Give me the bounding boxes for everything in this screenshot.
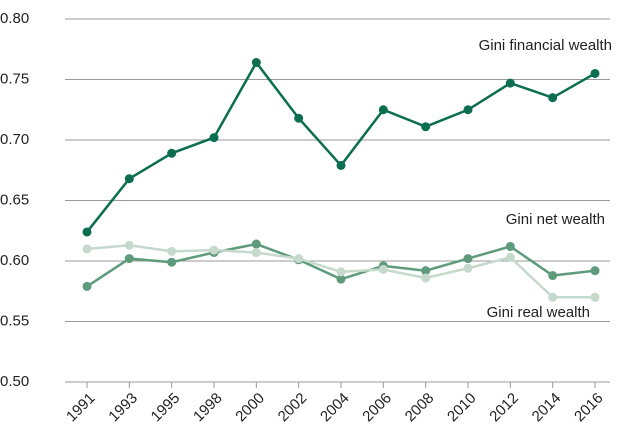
data-point [421,273,431,283]
x-tick-label: 1995 [148,390,184,426]
y-tick-label: 0.60 [0,252,29,269]
data-point [82,244,92,254]
x-tick-label: 1991 [63,390,99,426]
x-tick-label: 2006 [359,390,395,426]
data-point [463,263,473,273]
data-point [590,68,600,78]
data-point [294,113,304,123]
y-tick-label: 0.55 [0,312,29,329]
x-tick-label: 2014 [529,390,565,426]
x-tick-label: 1998 [190,390,226,426]
series-label: Gini financial wealth [479,37,612,54]
series-label: Gini real wealth [487,304,590,321]
data-point [378,105,388,115]
series-label: Gini net wealth [506,211,605,228]
data-point [82,227,92,237]
x-tick-label: 2012 [486,390,522,426]
data-point [124,174,134,184]
x-tick-label: 2000 [232,390,268,426]
data-point [251,58,261,68]
data-point [378,264,388,274]
data-point [421,122,431,132]
y-tick-label: 0.70 [0,131,29,148]
data-point [167,148,177,158]
data-point [548,93,558,103]
y-tick-label: 0.65 [0,191,29,208]
data-point [124,254,134,264]
y-tick-label: 0.75 [0,70,29,87]
x-tick-label: 1993 [105,390,141,426]
data-point [209,245,219,255]
data-point [294,254,304,264]
data-point [463,254,473,264]
data-point [590,266,600,276]
data-point [251,239,261,249]
data-point [82,281,92,291]
data-point [463,105,473,115]
data-point [505,78,515,88]
data-point [590,292,600,302]
data-point [336,160,346,170]
x-tick-label: 2008 [402,390,438,426]
data-point [209,133,219,143]
y-tick-label: 0.50 [0,373,29,390]
x-tick-label: 2002 [275,390,311,426]
data-point [124,240,134,250]
series-line [86,60,596,233]
data-point [336,274,346,284]
data-point [548,271,558,281]
data-point [505,252,515,262]
x-tick-label: 2004 [317,390,353,426]
data-point [421,266,431,276]
y-tick-label: 0.80 [0,10,29,27]
data-point [548,292,558,302]
x-tick-label: 2016 [571,390,607,426]
x-tick-label: 2010 [444,390,480,426]
data-point [251,248,261,258]
data-point [505,241,515,251]
data-point [336,267,346,277]
data-point [167,246,177,256]
data-point [167,257,177,267]
